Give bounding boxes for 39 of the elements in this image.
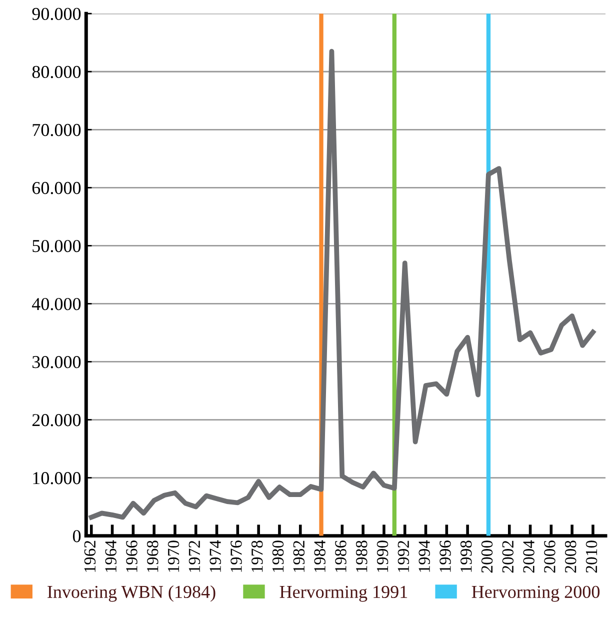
y-tick-label: 20.000 (32, 414, 81, 426)
x-tick-label: 1982 (293, 540, 305, 572)
x-tick-label: 2002 (502, 540, 514, 573)
y-tick-label: 30.000 (32, 356, 81, 368)
x-tick-label: 1976 (230, 540, 242, 572)
x-tick-label: 1980 (272, 540, 284, 572)
legend-label: Hervorming 1991 (280, 586, 408, 602)
x-tick-label: 2010 (586, 540, 598, 573)
x-tick-label: 2008 (564, 540, 576, 573)
y-tick-label: 40.000 (32, 298, 81, 310)
x-tick-label: 1966 (126, 540, 138, 572)
x-tick-label: 1972 (188, 540, 200, 572)
legend-label: Invoering WBN (1984) (48, 585, 216, 602)
line-series (88, 48, 596, 520)
x-tick-label: 1962 (84, 540, 96, 572)
x-tick-label: 1974 (210, 540, 221, 572)
x-tick-label: 1978 (251, 540, 263, 572)
y-tick-label: 70.000 (32, 124, 81, 136)
x-tick-label: 1968 (147, 540, 158, 572)
x-tick-label: 2006 (544, 540, 556, 573)
x-tick-label: 2004 (523, 540, 534, 573)
y-tick-label: 80.000 (32, 66, 81, 78)
x-tick-label: 1990 (376, 540, 388, 572)
x-tick-label: 1964 (105, 540, 116, 572)
y-tick-label: 0 (72, 530, 81, 542)
x-tick-label: 1992 (398, 540, 410, 572)
x-tick-label: 1994 (418, 540, 430, 572)
y-tick-label: 60.000 (32, 182, 81, 194)
x-tick-label: 1986 (335, 540, 346, 572)
x-tick-label: 1996 (440, 540, 451, 572)
y-tick-label: 90.000 (32, 8, 81, 20)
y-tick-label: 50.000 (32, 240, 81, 252)
x-tick-label: 1970 (168, 540, 180, 572)
x-tick-label: 2000 (481, 540, 493, 573)
y-tick-label: 10.000 (33, 472, 81, 484)
x-tick-label: 1998 (460, 540, 472, 572)
x-tick-label: 1988 (356, 540, 368, 572)
x-tick-label: 1984 (314, 540, 326, 572)
legend-label: Hervorming 2000 (472, 586, 600, 602)
